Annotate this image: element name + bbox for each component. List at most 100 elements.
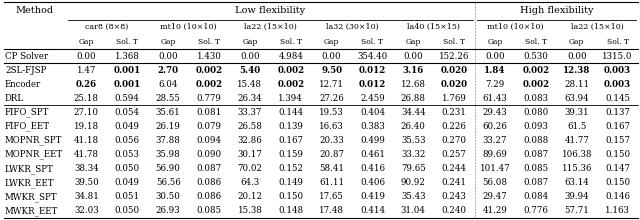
Text: 41.78: 41.78 (74, 150, 99, 159)
Text: 2SL-FJSP: 2SL-FJSP (5, 66, 46, 75)
Text: 90.92: 90.92 (401, 178, 426, 187)
Text: Sol. T: Sol. T (116, 38, 138, 46)
Text: 39.31: 39.31 (564, 108, 589, 117)
Text: High flexibility: High flexibility (520, 6, 593, 15)
Text: 5.40: 5.40 (239, 66, 260, 75)
Text: Sol. T: Sol. T (280, 38, 301, 46)
Text: 30.17: 30.17 (237, 150, 262, 159)
Text: 0.244: 0.244 (442, 164, 467, 173)
Text: 0.087: 0.087 (524, 150, 548, 159)
Text: 0.087: 0.087 (524, 178, 548, 187)
Text: 0.148: 0.148 (278, 206, 303, 215)
Text: Gap: Gap (161, 38, 176, 46)
Text: Sol. T: Sol. T (362, 38, 383, 46)
Text: 0.145: 0.145 (605, 94, 630, 103)
Text: 0.257: 0.257 (442, 150, 467, 159)
Text: Sol. T: Sol. T (198, 38, 220, 46)
Text: 60.26: 60.26 (483, 122, 508, 131)
Text: 0.00: 0.00 (322, 51, 341, 61)
Text: 0.406: 0.406 (360, 178, 385, 187)
Text: 20.12: 20.12 (237, 192, 262, 201)
Text: 1.769: 1.769 (442, 94, 467, 103)
Text: Gap: Gap (569, 38, 584, 46)
Text: mt10 (10×10): mt10 (10×10) (487, 23, 544, 31)
Text: 0.137: 0.137 (605, 108, 630, 117)
Text: 89.69: 89.69 (483, 150, 508, 159)
Text: 70.02: 70.02 (237, 164, 262, 173)
Text: la22 (15×10): la22 (15×10) (244, 23, 297, 31)
Text: Low flexibility: Low flexibility (236, 6, 305, 15)
Text: FIFO_EET: FIFO_EET (5, 122, 50, 131)
Text: 0.383: 0.383 (360, 122, 385, 131)
Text: 20.87: 20.87 (319, 150, 344, 159)
Text: 63.94: 63.94 (564, 94, 589, 103)
Text: 3.16: 3.16 (403, 66, 424, 75)
Text: 0.159: 0.159 (278, 150, 303, 159)
Text: Gap: Gap (487, 38, 502, 46)
Text: la22 (15×10): la22 (15×10) (571, 23, 623, 31)
Text: 0.083: 0.083 (524, 94, 548, 103)
Text: 0.002: 0.002 (277, 66, 304, 75)
Text: 0.079: 0.079 (196, 122, 221, 131)
Text: Gap: Gap (324, 38, 339, 46)
Text: 0.081: 0.081 (196, 108, 221, 117)
Text: MOPNR_EET: MOPNR_EET (5, 150, 63, 160)
Text: 12.38: 12.38 (563, 66, 591, 75)
Text: la32 (30×10): la32 (30×10) (326, 23, 378, 31)
Text: 0.414: 0.414 (360, 206, 385, 215)
Text: LWKR_EET: LWKR_EET (5, 178, 54, 188)
Text: 0.002: 0.002 (522, 66, 549, 75)
Text: 0.243: 0.243 (442, 192, 467, 201)
Text: 32.86: 32.86 (237, 136, 262, 145)
Text: 79.65: 79.65 (401, 164, 426, 173)
Text: 0.001: 0.001 (114, 80, 141, 89)
Text: 0.087: 0.087 (196, 164, 221, 173)
Text: la40 (15×15): la40 (15×15) (407, 23, 460, 31)
Text: 0.088: 0.088 (524, 136, 548, 145)
Text: 32.03: 32.03 (74, 206, 99, 215)
Text: 26.19: 26.19 (156, 122, 180, 131)
Text: 61.11: 61.11 (319, 178, 344, 187)
Text: 0.150: 0.150 (605, 150, 630, 159)
Text: 2.459: 2.459 (360, 94, 385, 103)
Text: 1.47: 1.47 (77, 66, 96, 75)
Text: 31.04: 31.04 (401, 206, 426, 215)
Text: 0.086: 0.086 (196, 192, 221, 201)
Text: 26.93: 26.93 (156, 206, 180, 215)
Text: 0.270: 0.270 (442, 136, 467, 145)
Text: 12.71: 12.71 (319, 80, 344, 89)
Text: car8 (8×8): car8 (8×8) (85, 23, 129, 31)
Text: 61.43: 61.43 (483, 94, 508, 103)
Text: Encoder: Encoder (5, 80, 41, 89)
Text: Sol. T: Sol. T (443, 38, 465, 46)
Text: MWKR_EET: MWKR_EET (5, 206, 58, 216)
Text: 63.14: 63.14 (564, 178, 589, 187)
Text: 0.167: 0.167 (605, 122, 630, 131)
Text: 0.054: 0.054 (115, 108, 140, 117)
Text: 1.394: 1.394 (278, 94, 303, 103)
Text: 0.231: 0.231 (442, 108, 467, 117)
Text: 27.10: 27.10 (74, 108, 99, 117)
Text: 17.65: 17.65 (319, 192, 344, 201)
Text: LWKR_SPT: LWKR_SPT (5, 164, 54, 174)
Text: 101.47: 101.47 (480, 164, 510, 173)
Text: 0.150: 0.150 (605, 178, 630, 187)
Text: 0.150: 0.150 (278, 192, 303, 201)
Text: 0.530: 0.530 (524, 51, 548, 61)
Text: 4.984: 4.984 (278, 51, 303, 61)
Text: 0.139: 0.139 (278, 122, 303, 131)
Text: 0.149: 0.149 (278, 178, 303, 187)
Text: 0.049: 0.049 (115, 178, 140, 187)
Text: 33.32: 33.32 (401, 150, 426, 159)
Text: MWKR_SPT: MWKR_SPT (5, 192, 58, 202)
Text: 20.33: 20.33 (319, 136, 344, 145)
Text: 58.41: 58.41 (319, 164, 344, 173)
Text: 1.163: 1.163 (605, 206, 630, 215)
Text: 0.00: 0.00 (567, 51, 586, 61)
Text: 16.63: 16.63 (319, 122, 344, 131)
Text: 0.779: 0.779 (196, 94, 221, 103)
Text: CP Solver: CP Solver (5, 51, 48, 61)
Text: 37.88: 37.88 (156, 136, 180, 145)
Text: 0.001: 0.001 (114, 66, 141, 75)
Text: 152.26: 152.26 (439, 51, 469, 61)
